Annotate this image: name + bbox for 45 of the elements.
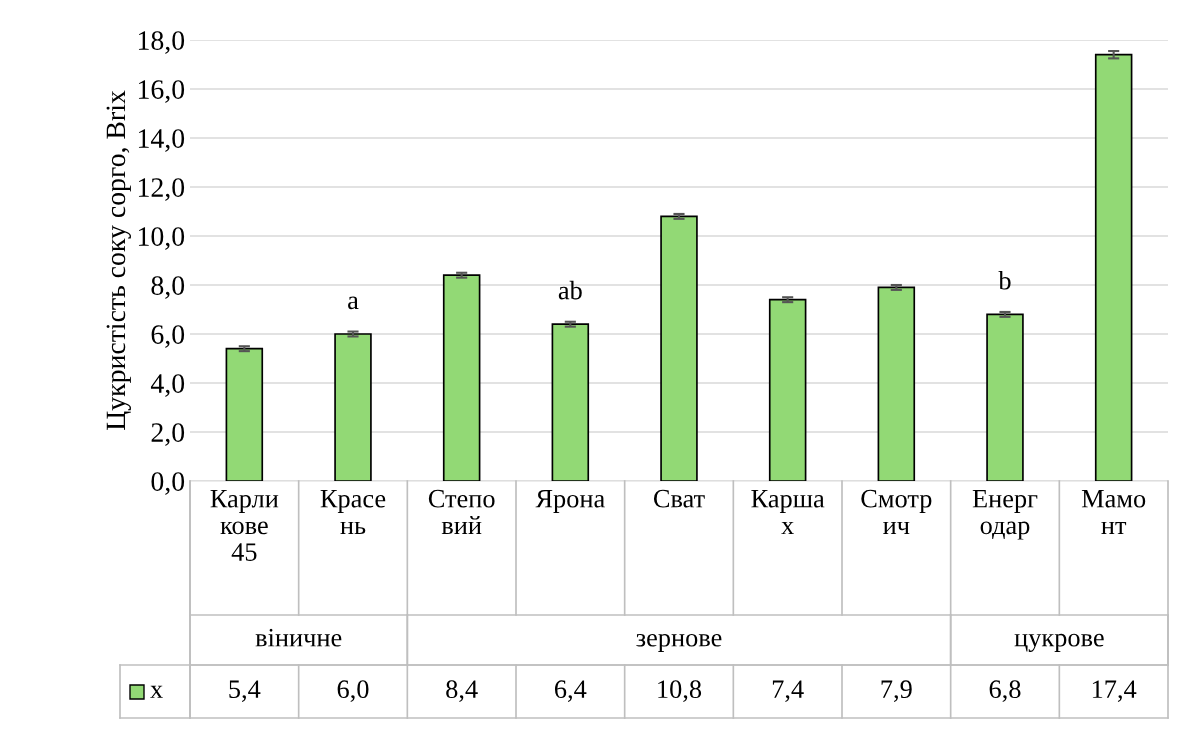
x-tick-label: Карликове 45 [210, 490, 279, 561]
y-tick-label: 6,0 [151, 325, 185, 348]
text: 8,4 [446, 680, 478, 702]
annotation: a [348, 296, 359, 310]
text: 7,4 [772, 680, 804, 702]
y-tick-label: 18,0 [138, 31, 185, 54]
legend-label: x [150, 685, 163, 698]
y-tick-label: 4,0 [150, 374, 185, 397]
y-tick-label: 10,0 [138, 227, 185, 250]
x-tick-label: Ярона [535, 490, 605, 513]
text: 17,4 [1092, 680, 1137, 702]
text: 6,4 [554, 680, 587, 702]
bar [551, 323, 590, 481]
text: 7,9 [881, 680, 912, 702]
x-tick-label: Мамонт [1081, 490, 1146, 534]
y-tick-label: 12,0 [138, 178, 185, 201]
y-tick-label: 2,0 [151, 423, 185, 446]
annotation: ab [558, 280, 582, 300]
text: цукрове [1014, 633, 1104, 652]
bar [225, 347, 264, 481]
text: 6,0 [337, 680, 369, 702]
x-tick-label: Каршах [751, 490, 825, 534]
text: віничне [255, 628, 342, 647]
text: 5,4 [229, 680, 261, 702]
text: 10,8 [658, 680, 702, 702]
x-tick-label: Степовий [428, 489, 495, 534]
bar [334, 333, 372, 481]
bar [1094, 53, 1133, 481]
bar [877, 286, 916, 481]
x-tick-label: Сват [653, 489, 705, 508]
x-tick-label: Смотрич [861, 489, 932, 534]
y-tick-label: 0,0 [151, 472, 185, 495]
text: 6,8 [989, 680, 1021, 702]
x-tick-label: Енергодар [972, 490, 1038, 540]
y-axis-title: Цукристість соку сорго, Brix [106, 90, 131, 430]
text: зернове [636, 633, 722, 652]
bar [660, 215, 698, 481]
annotation: b [998, 271, 1011, 290]
bar [986, 313, 1024, 481]
y-tick-label: 8,0 [151, 276, 185, 299]
y-tick-label: 14,0 [138, 129, 185, 152]
bar [442, 274, 481, 481]
x-tick-label: Красень [320, 490, 386, 534]
bar [768, 298, 807, 481]
y-tick-label: 16,0 [138, 80, 185, 103]
